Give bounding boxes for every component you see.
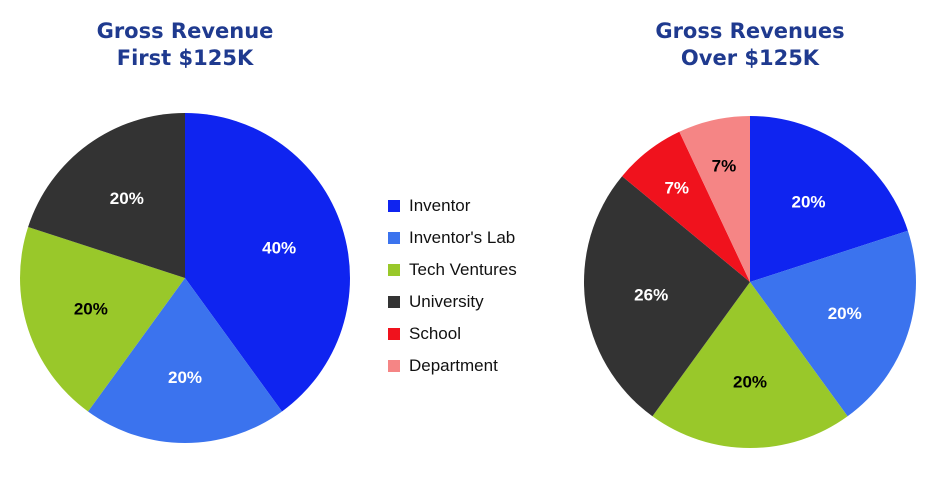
legend-swatch — [388, 264, 400, 276]
pie-value-label: 20% — [828, 304, 862, 323]
pie-value-label: 7% — [664, 179, 689, 198]
chart-title-right-line2: Over $125K — [680, 46, 820, 70]
legend-swatch — [388, 200, 400, 212]
legend-item: School — [388, 318, 517, 350]
legend-label: Inventor — [409, 196, 471, 215]
pie-value-label: 20% — [168, 368, 202, 387]
legend-label: Inventor's Lab — [409, 228, 516, 247]
pie-value-label: 20% — [110, 189, 144, 208]
chart-title-left: Gross Revenue First $125K — [35, 18, 335, 72]
legend-swatch — [388, 360, 400, 372]
legend-swatch — [388, 296, 400, 308]
pie-slice-inventor-s-lab — [88, 278, 282, 443]
chart-title-left-line1: Gross Revenue — [96, 19, 274, 43]
pie-slice-inventor-s-lab — [750, 230, 916, 417]
chart-title-right-line1: Gross Revenues — [655, 19, 845, 43]
pie-value-label: 7% — [712, 156, 737, 175]
pie-slice-tech-ventures — [20, 227, 186, 412]
legend-item: Inventor — [388, 190, 517, 222]
legend-swatch — [388, 232, 400, 244]
legend-label: University — [409, 292, 484, 311]
pie-slice-department — [679, 116, 750, 282]
chart-title-right: Gross Revenues Over $125K — [600, 18, 900, 72]
pie-value-label: 40% — [262, 238, 296, 257]
pie-slice-university — [584, 176, 750, 417]
pie-slice-tech-ventures — [652, 282, 848, 448]
legend-item: University — [388, 286, 517, 318]
pie-slice-university — [28, 113, 186, 278]
chart-legend: Inventor Inventor's Lab Tech Ventures Unive… — [388, 190, 517, 382]
pie-slice-school — [622, 131, 750, 282]
legend-label: Department — [409, 356, 498, 375]
legend-swatch — [388, 328, 400, 340]
pie-slice-inventor — [185, 113, 350, 412]
legend-item: Inventor's Lab — [388, 222, 517, 254]
pie-slice-inventor — [750, 116, 908, 282]
pie-value-label: 20% — [792, 192, 826, 211]
pie-value-label: 20% — [74, 300, 108, 319]
legend-item: Department — [388, 350, 517, 382]
pie-value-label: 20% — [733, 373, 767, 392]
pie-value-label: 26% — [634, 285, 668, 304]
legend-label: Tech Ventures — [409, 260, 517, 279]
chart-title-left-line2: First $125K — [116, 46, 254, 70]
legend-item: Tech Ventures — [388, 254, 517, 286]
legend-label: School — [409, 324, 461, 343]
